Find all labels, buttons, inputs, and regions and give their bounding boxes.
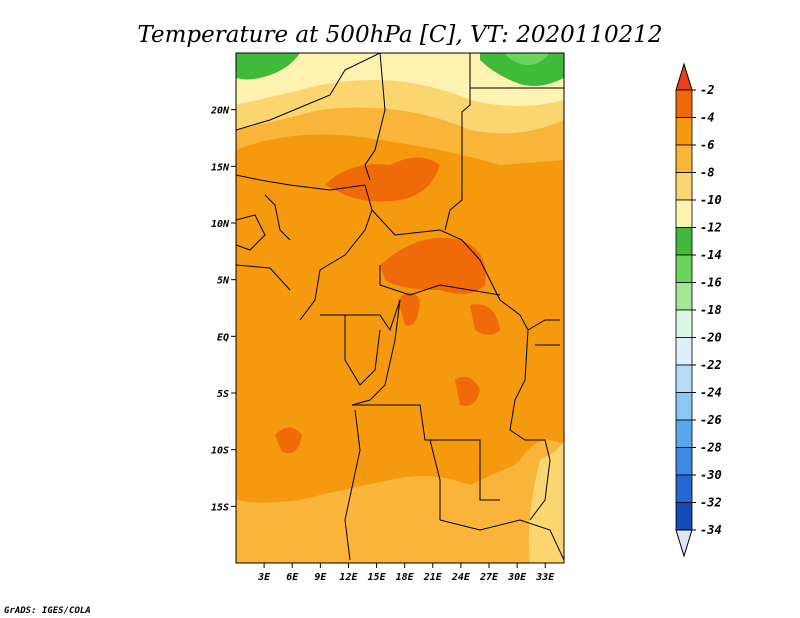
x-tick-label: 24E [451, 572, 471, 583]
colorbar-label: -20 [700, 331, 722, 345]
x-tick-label: 3E [257, 572, 271, 583]
field-minus8-southeast [528, 440, 564, 563]
x-tick-label: 15E [368, 572, 387, 583]
colorbar-label: -28 [700, 441, 722, 455]
colorbar-swatch [675, 364, 693, 393]
colorbar-swatch [675, 144, 693, 173]
colorbar-label: -32 [700, 496, 722, 510]
colorbar-label: -12 [700, 221, 722, 235]
border-congo-drc [351, 299, 401, 406]
colorbar-swatch [675, 392, 693, 421]
border-tanzania-mozambique [509, 429, 551, 521]
y-tick-label: 5N [217, 276, 230, 287]
field-minus2-patch-congo [398, 292, 420, 326]
colorbar-label: -16 [700, 276, 722, 290]
y-tick-label: 15S [211, 502, 229, 513]
temperature-map [236, 53, 564, 563]
border-cameroon-gabon [320, 299, 401, 332]
colorbar-label: -4 [700, 111, 714, 125]
colorbar-swatch [675, 89, 693, 118]
colorbar-label: -22 [700, 358, 722, 372]
border-libya-egypt-sudan [444, 53, 471, 231]
colorbar-label: -24 [700, 386, 722, 400]
plot-frame [235, 52, 565, 564]
colorbar-swatch [675, 282, 693, 311]
colorbar-label: -30 [700, 468, 722, 482]
colorbar-swatch [675, 474, 693, 503]
colorbar-swatch [675, 337, 693, 366]
x-tick-label: 33E [535, 572, 555, 583]
border-niger-nigeria [236, 174, 366, 191]
border-angola-zambia [429, 439, 441, 520]
border-uganda-kenya [527, 319, 560, 346]
x-axis: 3E 6E 9E 12E 15E 18E 21E 24E 27E 30E 33E [257, 563, 555, 583]
colorbar-label: -10 [700, 193, 722, 207]
colorbar-swatch [675, 309, 693, 338]
field-minus2-patch-chad [325, 157, 440, 202]
y-tick-label: 10N [211, 219, 230, 230]
y-tick-label: 10S [211, 446, 229, 457]
y-tick-label: 5S [217, 389, 229, 400]
border-west-africa [236, 214, 266, 251]
field-minus2-patch-angola [275, 427, 302, 454]
border-car-drc [379, 265, 501, 296]
y-tick-label: EQ [217, 332, 229, 343]
field-minus10-band [236, 53, 564, 106]
field-minus12-ne [480, 53, 564, 86]
field-minus4-body [236, 134, 564, 503]
field-minus12-nw [236, 53, 300, 80]
colorbar-swatch [675, 227, 693, 256]
y-axis: 20N 15N 10N 5N EQ 5S 10S 15S [210, 106, 236, 513]
colorbar-swatch [675, 254, 693, 283]
colorbar-swatch [675, 419, 693, 448]
y-tick-label: 15N [211, 162, 230, 173]
x-tick-label: 30E [507, 572, 527, 583]
border-chad-car [371, 209, 501, 301]
x-tick-label: 6E [286, 572, 299, 583]
chart-title: Temperature at 500hPa [C], VT: 202011021… [137, 22, 662, 48]
colorbar-label: -14 [700, 248, 722, 262]
colorbar-label: -18 [700, 303, 722, 317]
border-gabon-congo [344, 315, 381, 386]
colorbar-swatch [675, 502, 693, 531]
border-niger-chad [364, 53, 386, 181]
colorbar: -2 -4 -6 -8 -10 -12 -14 -16 -18 -20 -22 -24 -26 -28 -3… [675, 62, 722, 558]
colorbar-label: -8 [700, 166, 714, 180]
x-tick-label: 27E [479, 572, 499, 583]
border-algeria-niger [236, 53, 381, 131]
colorbar-swatch [675, 199, 693, 228]
field-minus2-patch-car [380, 237, 486, 294]
border-benin-togo [264, 194, 291, 241]
colorbar-max-arrow [675, 62, 693, 91]
field-minus2-patch-drc [455, 376, 480, 406]
colorbar-label: -6 [700, 138, 714, 152]
colorbar-label: -2 [700, 83, 714, 97]
border-zambia-zimbabwe [439, 519, 564, 561]
coast-gulf-of-guinea [236, 264, 291, 291]
colorbar-swatch [675, 172, 693, 201]
colorbar-min-arrow [675, 529, 693, 558]
x-tick-label: 9E [314, 572, 327, 583]
field-minus2-patch-east [470, 304, 500, 335]
colorbar-swatch [675, 117, 693, 146]
colorbar-swatch [675, 447, 693, 476]
credit-label: GrADS: IGES/COLA [4, 606, 91, 616]
field-minus6-south [236, 450, 564, 563]
border-angola-coast [344, 409, 361, 561]
y-tick-label: 20N [210, 106, 230, 117]
colorbar-label: -34 [700, 523, 722, 537]
x-tick-label: 12E [339, 572, 358, 583]
x-tick-label: 18E [396, 572, 415, 583]
border-drc-east [499, 299, 529, 431]
colorbar-label: -26 [700, 413, 722, 427]
x-tick-label: 21E [423, 572, 443, 583]
field-minus14-ne [505, 53, 550, 66]
country-borders [236, 53, 564, 561]
border-drc-angola [352, 404, 500, 501]
